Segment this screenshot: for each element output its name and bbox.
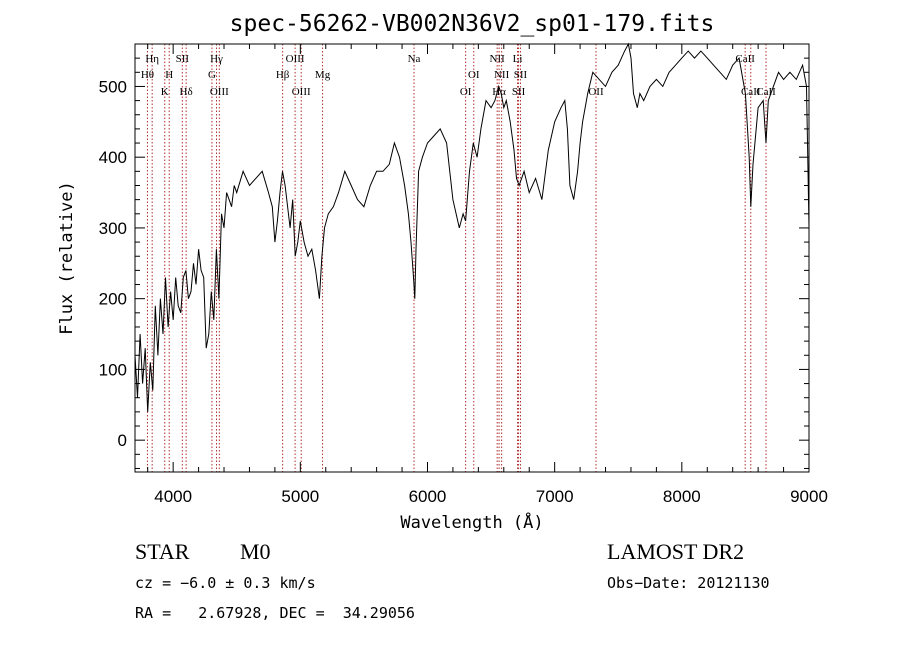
line-label-4: SII <box>176 53 190 65</box>
line-label-25: CaII <box>756 86 776 98</box>
y-axis-ticks: 0 100 200 300 400 500 <box>99 43 809 469</box>
line-label-21: SII <box>514 69 528 81</box>
line-label-18: NII <box>494 69 510 81</box>
line-label-16: NII <box>490 53 506 65</box>
x-tick-label: 6000 <box>409 487 447 506</box>
line-label-9: Hβ <box>276 69 290 81</box>
x-tick-label: 4000 <box>154 487 192 506</box>
line-label-8: OIII <box>210 86 229 98</box>
y-tick-label: 100 <box>99 360 127 379</box>
line-label-1: Hθ <box>141 69 154 81</box>
plot-frame <box>134 43 810 473</box>
line-label-7: G <box>208 69 216 81</box>
line-label-13: Na <box>408 53 421 65</box>
redshift-text: cz = −6.0 ± 0.3 km/s <box>135 574 316 592</box>
line-label-23: CaII <box>735 53 755 65</box>
y-tick-label: 300 <box>99 219 127 238</box>
x-tick-label: 5000 <box>281 487 319 506</box>
spectrum-line <box>134 42 810 412</box>
spectral-line-markers <box>146 44 767 472</box>
object-class: STAR <box>135 539 190 564</box>
line-label-5: Hδ <box>180 86 193 98</box>
line-label-22: OII <box>588 86 604 98</box>
coordinates-text: RA = 2.67928, DEC = 34.29056 <box>135 604 415 622</box>
line-label-10: OIII <box>286 53 305 65</box>
y-tick-label: 500 <box>99 77 127 96</box>
line-label-14: OI <box>460 86 472 98</box>
x-tick-label: 7000 <box>536 487 574 506</box>
survey-name: LAMOST DR2 <box>607 539 745 564</box>
y-tick-label: 0 <box>118 431 127 450</box>
chart-title: spec-56262-VB002N36V2_sp01-179.fits <box>230 11 715 37</box>
line-label-3: H <box>165 69 173 81</box>
obs-date-text: Obs−Date: 20121130 <box>607 574 770 592</box>
line-label-11: OIII <box>292 86 311 98</box>
spectral-line-labels: HηHθKHSIIHδHγGOIIIHβOIIIOIIIMgNaOIOINIIH… <box>141 53 776 98</box>
y-axis-label: Flux (relative) <box>57 181 77 335</box>
x-axis-label: Wavelength (Å) <box>400 511 543 533</box>
line-label-6: Hγ <box>210 53 223 65</box>
y-tick-label: 400 <box>99 148 127 167</box>
x-tick-label: 8000 <box>663 487 701 506</box>
line-label-12: Mg <box>315 69 331 81</box>
spectral-subclass: M0 <box>240 539 271 564</box>
line-label-19: Li <box>513 53 523 65</box>
line-label-15: OI <box>468 69 480 81</box>
x-tick-label: 9000 <box>790 487 828 506</box>
x-axis-ticks: 4000 5000 6000 7000 8000 9000 <box>147 44 828 506</box>
y-tick-label: 200 <box>99 290 127 309</box>
line-label-20: SII <box>512 86 526 98</box>
line-label-2: K <box>161 86 169 98</box>
line-label-17: Hα <box>492 86 506 98</box>
line-label-0: Hη <box>145 53 159 65</box>
